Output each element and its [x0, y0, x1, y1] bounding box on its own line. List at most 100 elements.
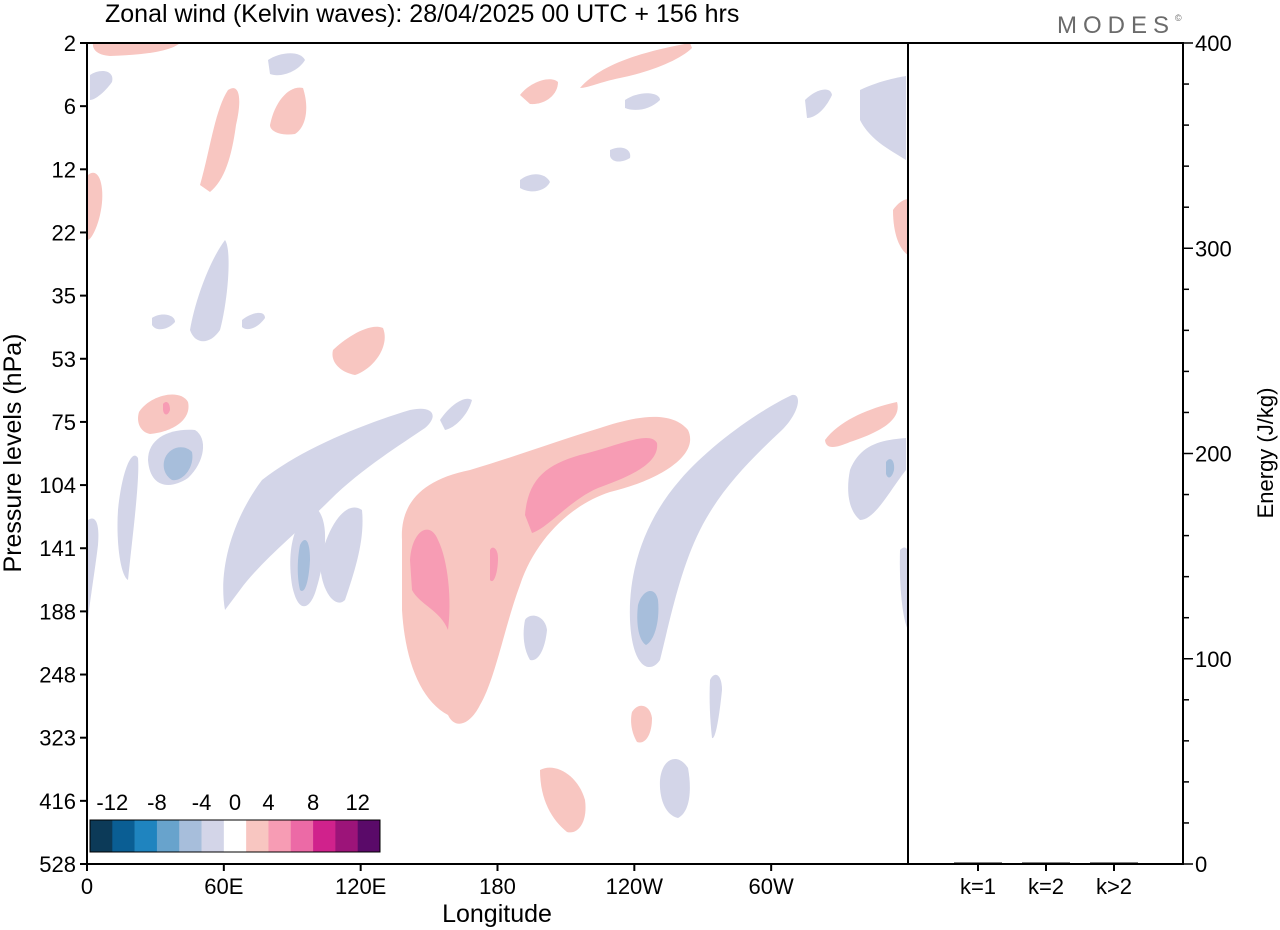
- colorbar: -12 -8 -4 0 4 8 12: [88, 788, 383, 854]
- y-tick-label: 188: [39, 599, 76, 624]
- colorbar-frame: [89, 819, 381, 853]
- contour-region: [580, 43, 692, 88]
- energy-tick-label: 200: [1195, 442, 1232, 467]
- energy-axes: 0 100 200 300 400 k=1 k=2 k>2: [954, 31, 1232, 899]
- x-tick-label: 60E: [204, 874, 243, 899]
- contour-region: [520, 174, 550, 192]
- y-tick-label: 141: [39, 536, 76, 561]
- energy-tick-label: 0: [1195, 852, 1207, 877]
- colorbar-swatch: [335, 820, 358, 852]
- x-tick-label: 0: [81, 874, 93, 899]
- contour-region: [320, 507, 363, 603]
- chart-title: Zonal wind (Kelvin waves): 28/04/2025 00…: [105, 0, 739, 28]
- contour-region: [410, 529, 450, 630]
- colorbar-swatch: [268, 820, 292, 852]
- contour-region: [520, 79, 558, 105]
- colorbar-swatch: [179, 820, 202, 852]
- contour-region: [659, 758, 690, 818]
- contour-region: [629, 394, 798, 668]
- contour-region: [631, 705, 652, 743]
- energy-axis-label: Energy (J/kg): [1253, 388, 1278, 519]
- colorbar-swatch: [313, 820, 336, 852]
- contour-region: [163, 447, 193, 481]
- energy-category-label: k>2: [1096, 874, 1132, 899]
- contour-region: [860, 76, 906, 160]
- x-tick-label: 120W: [606, 874, 664, 899]
- contour-region: [152, 314, 175, 330]
- colorbar-swatch: [357, 820, 381, 852]
- colorbar-tick-label: -8: [147, 790, 167, 815]
- contour-region: [709, 674, 722, 739]
- contour-region: [625, 93, 660, 110]
- y-tick-label: 104: [39, 473, 76, 498]
- contour-region: [92, 43, 180, 56]
- contour-region: [886, 459, 895, 478]
- energy-category-label: k=2: [1028, 874, 1064, 899]
- contour-region: [332, 326, 385, 375]
- colorbar-swatch: [90, 820, 113, 852]
- contour-region: [490, 547, 498, 582]
- contour-region: [825, 402, 898, 447]
- y-tick-label: 35: [52, 284, 76, 309]
- energy-category-label: k=1: [960, 874, 996, 899]
- contour-region: [268, 53, 305, 76]
- contour-region: [525, 437, 658, 533]
- y-tick-label: 12: [52, 157, 76, 182]
- x-tick-label: 120E: [335, 874, 386, 899]
- energy-bar: [954, 862, 1002, 864]
- y-tick-label: 6: [64, 94, 76, 119]
- contour-region: [138, 394, 189, 434]
- contour-region: [200, 88, 240, 192]
- colorbar-swatch: [201, 820, 225, 852]
- y-tick-label: 22: [52, 220, 76, 245]
- contour-region: [540, 767, 586, 833]
- y-tick-label: 416: [39, 789, 76, 814]
- colorbar-tick-label: 4: [262, 790, 274, 815]
- energy-bar: [1090, 862, 1138, 864]
- contour-region: [163, 402, 170, 415]
- colorbar-tick-label: 12: [345, 790, 369, 815]
- x-axis-label: Longitude: [442, 900, 552, 928]
- contour-region: [117, 455, 139, 580]
- colorbar-tick-label: 8: [307, 790, 319, 815]
- contour-region: [90, 70, 113, 100]
- colorbar-tick-label: 0: [229, 790, 241, 815]
- y-tick-label: 528: [39, 852, 76, 877]
- contour-region: [297, 540, 310, 591]
- contour-region: [270, 87, 307, 135]
- x-tick-label: 180: [479, 874, 516, 899]
- y-tick-label: 75: [52, 410, 76, 435]
- colorbar-tick-label: -4: [192, 790, 212, 815]
- y-tick-label: 2: [64, 31, 76, 56]
- y-tick-label: 53: [52, 347, 76, 372]
- brand-logo: MODES©: [1057, 12, 1188, 39]
- wind-field: [88, 43, 908, 833]
- energy-tick-label: 100: [1195, 647, 1232, 672]
- contour-region: [610, 147, 631, 162]
- colorbar-swatch: [156, 820, 180, 852]
- y-tick-label: 323: [39, 726, 76, 751]
- contour-region: [805, 89, 832, 118]
- colorbar-swatch: [290, 820, 314, 852]
- x-tick-label: 60W: [749, 874, 794, 899]
- contour-region: [190, 240, 229, 342]
- energy-tick-label: 400: [1195, 31, 1232, 56]
- energy-tick-label: 300: [1195, 236, 1232, 261]
- contour-region: [440, 398, 472, 430]
- contour-region: [242, 312, 265, 330]
- y-tick-label: 248: [39, 663, 76, 688]
- energy-plot-frame: [907, 42, 1184, 865]
- y-axis-label: Pressure levels (hPa): [0, 334, 27, 573]
- contour-region: [893, 199, 908, 255]
- colorbar-tick-label: -12: [96, 790, 128, 815]
- colorbar-swatch: [134, 820, 158, 852]
- contour-region: [223, 408, 433, 610]
- contour-region: [848, 438, 906, 520]
- colorbar-swatch: [246, 820, 269, 852]
- energy-bar: [1022, 862, 1070, 864]
- contour-region: [88, 518, 99, 620]
- contour-region: [401, 416, 691, 724]
- contour-region: [88, 172, 103, 240]
